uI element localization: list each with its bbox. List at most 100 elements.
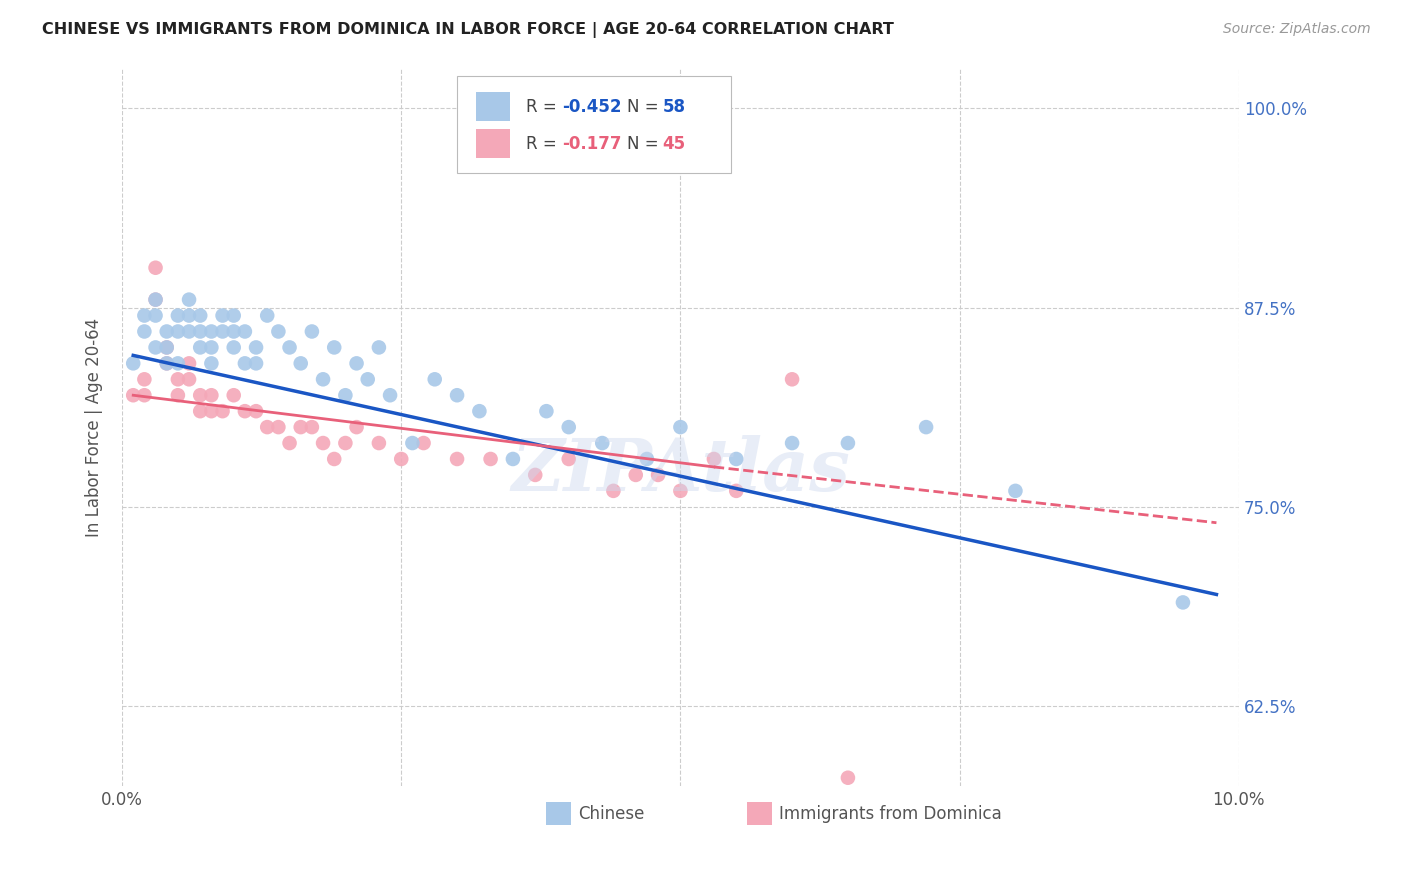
Y-axis label: In Labor Force | Age 20-64: In Labor Force | Age 20-64: [86, 318, 103, 537]
Point: [357, 372, 380, 386]
Text: N =: N =: [627, 135, 664, 153]
Point: [156, 356, 179, 370]
Point: [446, 388, 468, 402]
Point: [188, 340, 211, 354]
Point: [188, 309, 211, 323]
Point: [479, 452, 502, 467]
Point: [222, 325, 245, 339]
Text: Source: ZipAtlas.com: Source: ZipAtlas.com: [1223, 22, 1371, 37]
Point: [367, 340, 389, 354]
Point: [323, 340, 346, 354]
Point: [502, 452, 524, 467]
Point: [188, 388, 211, 402]
Point: [301, 325, 323, 339]
Point: [134, 309, 156, 323]
Point: [122, 388, 145, 402]
Bar: [477, 92, 509, 121]
Point: [367, 436, 389, 450]
Point: [211, 404, 233, 418]
Point: [156, 340, 179, 354]
Text: R =: R =: [526, 97, 562, 116]
Point: [278, 436, 301, 450]
Point: [412, 436, 434, 450]
Point: [156, 340, 179, 354]
Point: [669, 420, 692, 434]
Point: [156, 325, 179, 339]
Point: [725, 483, 748, 498]
Point: [122, 356, 145, 370]
Point: [134, 325, 156, 339]
Point: [915, 420, 938, 434]
Point: [156, 356, 179, 370]
Point: [200, 325, 222, 339]
Text: N =: N =: [627, 97, 664, 116]
Point: [312, 372, 335, 386]
Point: [323, 452, 346, 467]
Text: 45: 45: [662, 135, 686, 153]
Point: [167, 356, 190, 370]
Bar: [547, 802, 571, 825]
Point: [401, 436, 423, 450]
Point: [301, 420, 323, 434]
Point: [211, 309, 233, 323]
Point: [177, 372, 200, 386]
Point: [536, 404, 558, 418]
Point: [423, 372, 446, 386]
Point: [312, 436, 335, 450]
Point: [290, 420, 312, 434]
Point: [233, 325, 256, 339]
Point: [558, 420, 581, 434]
Point: [233, 356, 256, 370]
Point: [725, 452, 748, 467]
Point: [245, 404, 267, 418]
Point: [346, 420, 368, 434]
Point: [145, 260, 167, 275]
Bar: [748, 802, 772, 825]
Point: [134, 372, 156, 386]
Point: [145, 293, 167, 307]
Point: [378, 388, 401, 402]
Point: [647, 467, 669, 482]
Point: [245, 340, 267, 354]
Point: [346, 356, 368, 370]
Point: [278, 340, 301, 354]
Point: [188, 325, 211, 339]
Point: [602, 483, 624, 498]
Point: [1004, 483, 1026, 498]
Point: [389, 452, 412, 467]
Point: [703, 452, 725, 467]
Point: [256, 309, 278, 323]
Point: [200, 356, 222, 370]
Point: [177, 309, 200, 323]
Point: [200, 340, 222, 354]
Text: ZIPAtlas: ZIPAtlas: [510, 434, 849, 506]
Point: [267, 325, 290, 339]
Point: [145, 293, 167, 307]
Point: [145, 309, 167, 323]
Point: [145, 340, 167, 354]
Point: [915, 803, 938, 817]
Text: CHINESE VS IMMIGRANTS FROM DOMINICA IN LABOR FORCE | AGE 20-64 CORRELATION CHART: CHINESE VS IMMIGRANTS FROM DOMINICA IN L…: [42, 22, 894, 38]
Text: R =: R =: [526, 135, 562, 153]
Text: Chinese: Chinese: [578, 805, 644, 823]
Point: [335, 388, 357, 402]
Point: [669, 483, 692, 498]
Point: [624, 467, 647, 482]
Point: [256, 420, 278, 434]
Text: -0.452: -0.452: [562, 97, 621, 116]
Point: [233, 404, 256, 418]
Point: [636, 452, 658, 467]
Point: [200, 404, 222, 418]
Point: [222, 388, 245, 402]
Point: [1171, 595, 1194, 609]
Point: [188, 404, 211, 418]
Point: [167, 388, 190, 402]
Bar: [477, 129, 509, 158]
Point: [1060, 787, 1083, 801]
Point: [837, 771, 859, 785]
Point: [558, 452, 581, 467]
Point: [446, 452, 468, 467]
Point: [524, 467, 547, 482]
Point: [780, 436, 803, 450]
Point: [780, 372, 803, 386]
